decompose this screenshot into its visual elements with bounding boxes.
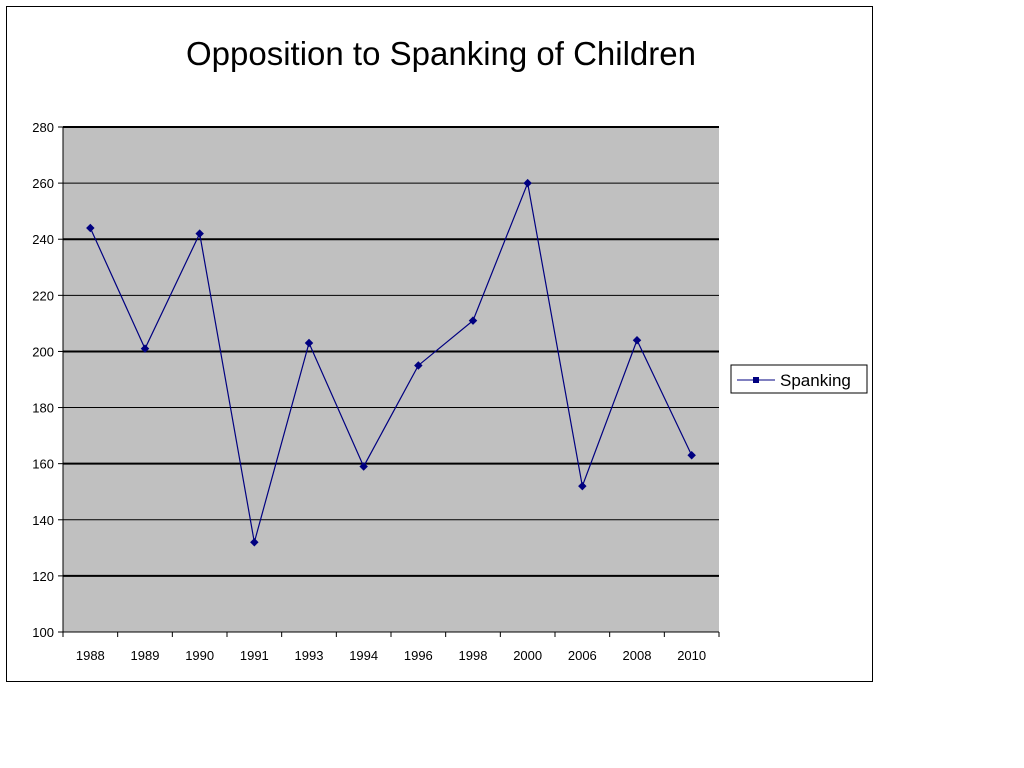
x-tick-label: 1991 [240,648,269,663]
y-axis-ticks: 100 120 140 160 180 200 220 240 260 280 [32,120,63,640]
data-point-2006 [578,481,587,491]
x-tick-label: 2006 [568,648,597,663]
y-tick-label: 260 [32,176,54,191]
x-axis-ticks: 1988 1989 1990 1991 1993 1994 1996 1998 2000 2006… [62,632,720,663]
data-point-1994 [359,462,368,471]
legend: Spanking [730,364,868,394]
y-tick-label: 140 [32,513,54,528]
data-point-1996 [414,361,423,370]
x-tick-label: 2010 [677,648,706,663]
chart-frame: Opposition to Spanking of Children 100 12… [6,6,873,682]
y-tick-label: 100 [32,625,54,640]
y-tick-label: 220 [32,288,54,303]
gridlines [63,126,719,577]
y-tick-label: 240 [32,232,54,247]
x-tick-label: 2008 [623,648,652,663]
line-chart: Opposition to Spanking of Children 100 12… [32,35,868,663]
y-tick-label: 120 [32,569,54,584]
x-tick-label: 1990 [185,648,214,663]
data-point-2008 [632,335,642,345]
x-tick-label: 1989 [131,648,160,663]
y-tick-label: 280 [32,120,54,135]
x-tick-label: 1988 [76,648,105,663]
y-tick-label: 160 [32,457,54,472]
x-tick-label: 2000 [513,648,542,663]
x-tick-label: 1993 [295,648,324,663]
chart-title: Opposition to Spanking of Children [186,35,696,72]
y-tick-label: 200 [32,344,54,359]
plot-area [63,127,719,632]
data-point-2010 [687,451,696,460]
data-point-1993 [304,338,314,348]
series-line [89,180,693,543]
legend-marker [753,377,759,383]
data-point-1990 [195,229,204,238]
x-tick-label: 1998 [459,648,488,663]
data-point-1989 [140,344,150,353]
x-tick-label: 1994 [349,648,378,663]
x-tick-label: 1996 [404,648,433,663]
legend-label: Spanking [780,371,851,390]
y-tick-label: 180 [32,401,54,416]
data-point-1998 [468,316,478,325]
data-point-1988 [86,223,95,233]
